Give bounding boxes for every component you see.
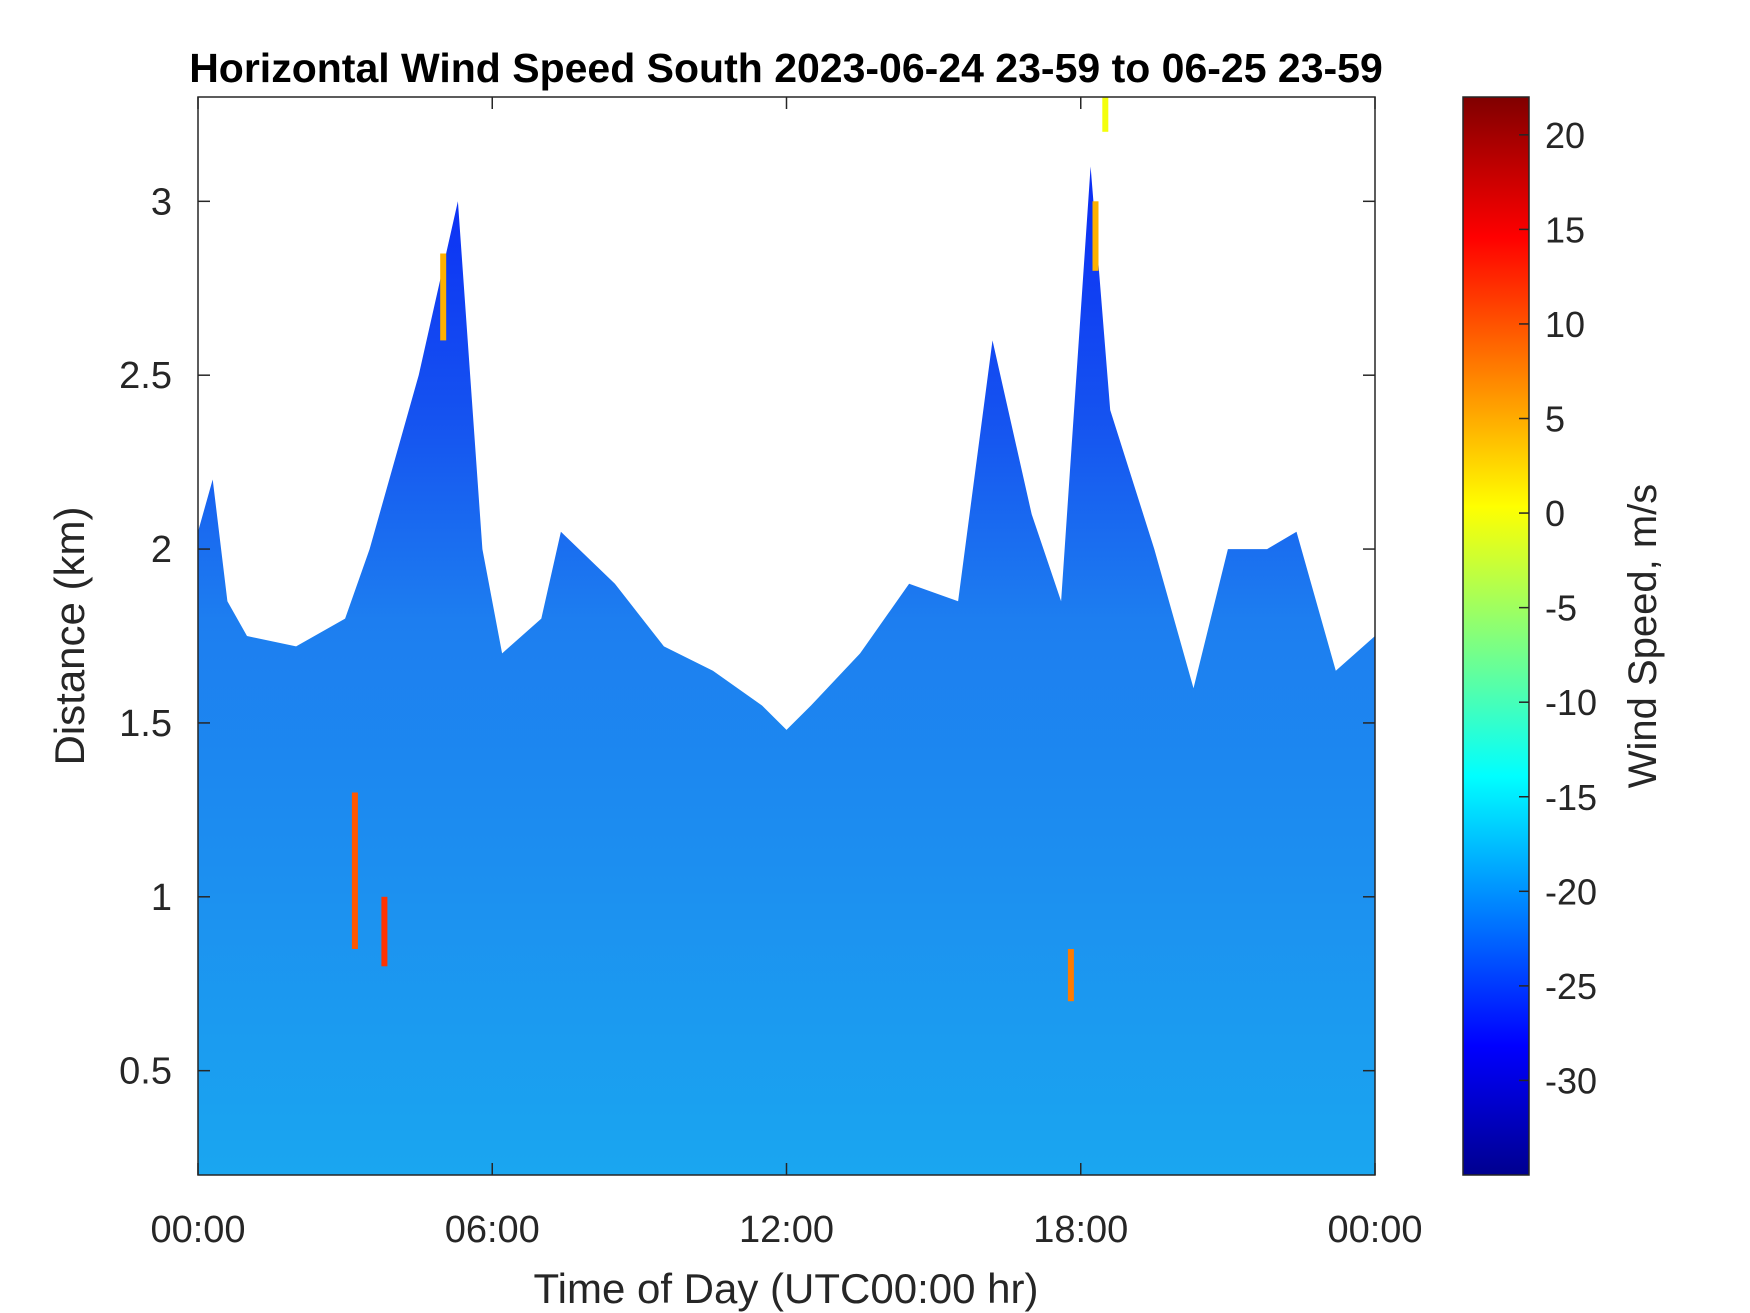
y-tick-label: 3: [151, 181, 172, 223]
y-tick-label: 1: [151, 877, 172, 919]
colorbar-tick-label: 15: [1545, 209, 1585, 250]
y-tick-label: 2.5: [119, 355, 172, 397]
x-axis: 00:00 06:00 12:00 18:00 00:00: [150, 97, 1423, 1251]
colorbar: [1462, 96, 1530, 1176]
colorbar-tick-label: 10: [1545, 304, 1585, 345]
colorbar-tick-label: -15: [1545, 777, 1597, 818]
high-speed-streak-2: [440, 253, 447, 341]
colorbar-tick-label: -10: [1545, 682, 1597, 723]
high-speed-streak-1: [381, 896, 388, 967]
high-speed-streak-0: [351, 792, 358, 949]
x-axis-label: Time of Day (UTC00:00 hr): [534, 1265, 1039, 1312]
colorbar-tick-label: 20: [1545, 115, 1585, 156]
x-tick-label: 00:00: [150, 1209, 245, 1251]
high-speed-streak-4: [1092, 201, 1099, 271]
x-tick-label: 00:00: [1327, 1209, 1422, 1251]
colorbar-tick-label: -30: [1545, 1060, 1597, 1101]
wind-field: [198, 166, 1375, 1175]
y-axis-label: Distance (km): [46, 506, 93, 765]
y-tick-label: 1.5: [119, 703, 172, 745]
colorbar-tick-label: -20: [1545, 871, 1597, 912]
high-speed-streak-5: [1102, 97, 1109, 132]
colorbar-tick-label: -5: [1545, 588, 1577, 629]
x-tick-label: 18:00: [1033, 1209, 1128, 1251]
chart-title: Horizontal Wind Speed South 2023-06-24 2…: [189, 45, 1383, 91]
x-tick-label: 12:00: [739, 1209, 834, 1251]
high-speed-streaks: [351, 97, 1109, 1002]
y-tick-label: 0.5: [119, 1051, 172, 1093]
colorbar-label: Wind Speed, m/s: [1621, 484, 1665, 789]
y-tick-label: 2: [151, 529, 172, 571]
x-tick-label: 06:00: [445, 1209, 540, 1251]
colorbar-tick-label: 0: [1545, 493, 1565, 534]
wind-field-area: [198, 166, 1375, 1175]
colorbar-tick-label: -25: [1545, 966, 1597, 1007]
colorbar-tick-label: 5: [1545, 399, 1565, 440]
high-speed-streak-3: [1067, 949, 1074, 1002]
colorbar-ticks: 20 15 10 5 0 -5 -10 -15 -20 -25 -30: [1519, 115, 1597, 1101]
y-axis: 0.5 1 1.5 2 2.5 3: [119, 181, 1375, 1093]
